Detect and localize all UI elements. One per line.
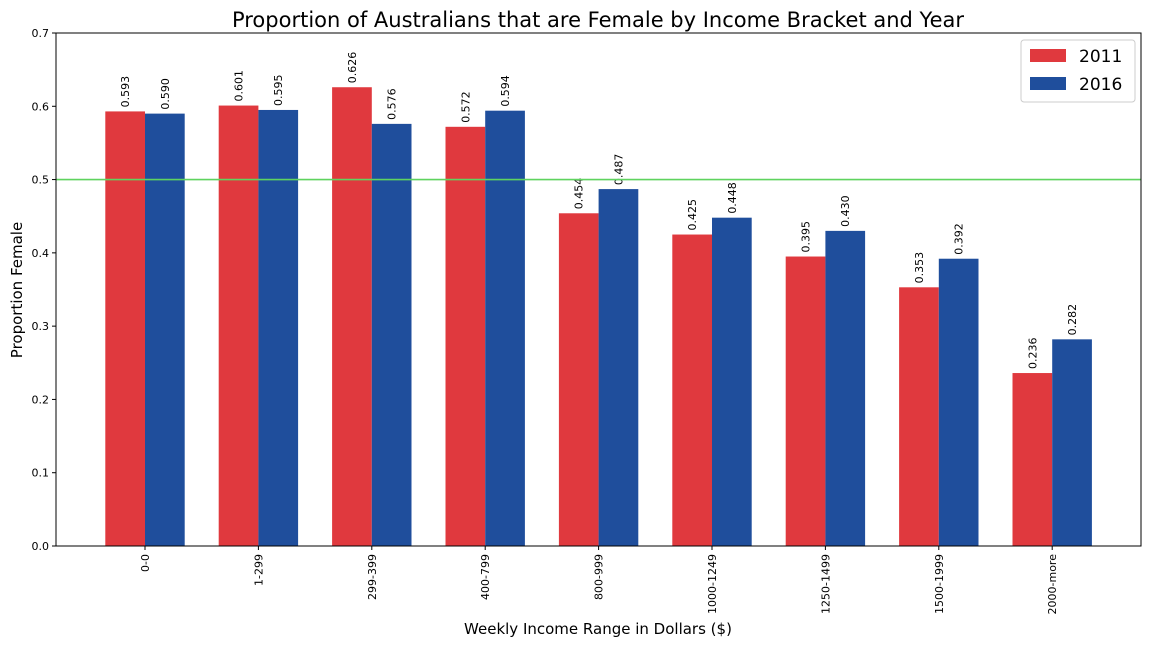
bar-2011-299-399 [332,87,372,546]
bar-2016-1000-1249 [712,217,752,546]
legend-label-2016: 2016 [1079,75,1122,95]
y-tick-label-0.0: 0.0 [32,540,50,553]
data-label-2011-1000-1249: 0.425 [686,199,699,231]
bar-2011-1000-1249 [672,234,712,547]
bar-2011-1500-1999 [899,287,939,546]
x-tick-label-400-799: 400-799 [479,554,492,600]
x-tick-label-1500-1999: 1500-1999 [933,554,946,614]
bar-2011-1250-1499 [785,256,826,546]
data-label-2016-1-299: 0.595 [272,74,285,106]
bar-2016-1-299 [258,109,299,546]
data-label-2016-0-0: 0.590 [159,78,172,110]
chart-title: Proportion of Australians that are Femal… [232,8,964,32]
data-label-2011-800-999: 0.454 [573,178,586,210]
data-label-2011-2000-more: 0.236 [1026,338,1039,370]
bar-2016-299-399 [371,123,412,547]
y-tick-label-0.5: 0.5 [32,174,50,187]
bar-2016-1500-1999 [938,258,979,546]
bar-2011-400-799 [445,126,486,546]
x-tick-label-800-999: 800-999 [593,554,606,600]
bar-2016-400-799 [485,110,525,546]
legend-label-2011: 2011 [1079,47,1122,67]
legend-swatch-2011 [1030,49,1066,62]
data-label-2011-0-0: 0.593 [119,76,132,108]
y-tick-label-0.7: 0.7 [32,27,50,40]
y-tick-label-0.2: 0.2 [32,393,50,406]
bar-2011-0-0 [105,111,145,546]
x-axis-label: Weekly Income Range in Dollars ($) [464,620,732,638]
y-tick-label-0.6: 0.6 [32,100,50,113]
data-label-2016-2000-more: 0.282 [1066,304,1079,336]
x-tick-label-299-399: 299-399 [366,554,379,600]
y-tick-label-0.3: 0.3 [32,320,50,333]
bar-2016-800-999 [598,189,639,546]
data-label-2016-800-999: 0.487 [612,154,625,186]
y-tick-label-0.1: 0.1 [32,467,50,480]
data-label-2011-400-799: 0.572 [459,91,472,123]
data-label-2011-1500-1999: 0.353 [913,252,926,284]
x-tick-label-2000-more: 2000-more [1046,554,1059,615]
legend: 2011 2016 [1020,39,1136,103]
data-label-2016-1250-1499: 0.430 [839,195,852,227]
bar-2011-800-999 [558,213,599,547]
data-label-2016-1000-1249: 0.448 [726,182,739,214]
x-tick-label-1250-1499: 1250-1499 [819,554,832,614]
bar-2011-1-299 [218,105,259,546]
data-label-2016-1500-1999: 0.392 [953,223,966,255]
plot-area: 0.593 0.601 0.626 0.572 0.454 0.425 0.395 0.353… [32,27,1142,614]
bar-2011-2000-more [1012,373,1053,546]
y-axis-label: Proportion Female [8,222,26,358]
bar-2016-1250-1499 [825,230,866,546]
data-label-2016-299-399: 0.576 [386,88,399,120]
data-label-2011-299-399: 0.626 [346,52,359,84]
data-label-2016-400-799: 0.594 [499,75,512,107]
x-tick-label-1-299: 1-299 [252,554,265,586]
x-tick-label-1000-1249: 1000-1249 [706,554,719,614]
bar-2016-0-0 [145,113,185,546]
data-label-2011-1250-1499: 0.395 [800,221,813,253]
bar-2016-2000-more [1052,339,1092,546]
legend-swatch-2016 [1030,77,1066,90]
data-label-2011-1-299: 0.601 [233,70,246,101]
y-tick-label-0.4: 0.4 [32,247,50,260]
x-tick-label-0-0: 0-0 [139,554,152,572]
